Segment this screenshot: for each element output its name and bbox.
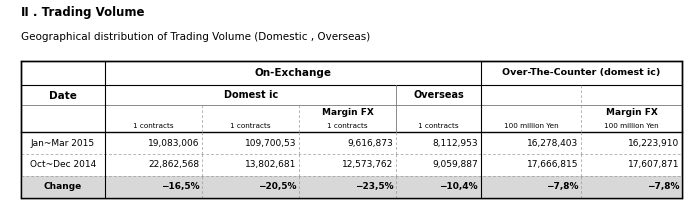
Text: 9,616,873: 9,616,873	[348, 139, 393, 147]
Text: 16,278,403: 16,278,403	[527, 139, 579, 147]
Text: −20,5%: −20,5%	[258, 182, 296, 191]
Text: Domest ic: Domest ic	[223, 90, 278, 100]
Text: 12,573,762: 12,573,762	[342, 161, 393, 169]
Text: Overseas: Overseas	[413, 90, 464, 100]
Text: −23,5%: −23,5%	[355, 182, 393, 191]
Text: Change: Change	[44, 182, 82, 191]
Text: Ⅱ . Trading Volume: Ⅱ . Trading Volume	[21, 6, 144, 19]
Text: 16,223,910: 16,223,910	[628, 139, 679, 147]
Text: Date: Date	[49, 91, 77, 101]
Text: 100 million Yen: 100 million Yen	[604, 123, 659, 129]
Text: −7,8%: −7,8%	[546, 182, 579, 191]
Text: 22,862,568: 22,862,568	[148, 161, 199, 169]
Text: 9,059,887: 9,059,887	[432, 161, 478, 169]
Text: −7,8%: −7,8%	[647, 182, 679, 191]
Text: −16,5%: −16,5%	[161, 182, 199, 191]
Text: −10,4%: −10,4%	[440, 182, 478, 191]
Text: 1 contracts: 1 contracts	[230, 123, 271, 129]
Text: Geographical distribution of Trading Volume (Domestic , Overseas): Geographical distribution of Trading Vol…	[21, 32, 370, 42]
Text: 8,112,953: 8,112,953	[433, 139, 478, 147]
Text: Oct~Dec 2014: Oct~Dec 2014	[30, 161, 96, 169]
Text: Margin FX: Margin FX	[606, 108, 658, 117]
Text: 1 contracts: 1 contracts	[418, 123, 459, 129]
Text: 1 contracts: 1 contracts	[327, 123, 368, 129]
Text: 100 million Yen: 100 million Yen	[504, 123, 558, 129]
Text: 17,607,871: 17,607,871	[628, 161, 679, 169]
Text: Over-The-Counter (domest ic): Over-The-Counter (domest ic)	[502, 68, 661, 77]
Text: 19,083,006: 19,083,006	[148, 139, 199, 147]
Text: Margin FX: Margin FX	[322, 108, 373, 117]
Text: On-Exchange: On-Exchange	[254, 68, 331, 78]
Text: 1 contracts: 1 contracts	[134, 123, 174, 129]
Text: 17,666,815: 17,666,815	[527, 161, 579, 169]
Text: 13,802,681: 13,802,681	[245, 161, 296, 169]
Text: Jan~Mar 2015: Jan~Mar 2015	[31, 139, 95, 147]
Text: 109,700,53: 109,700,53	[245, 139, 296, 147]
